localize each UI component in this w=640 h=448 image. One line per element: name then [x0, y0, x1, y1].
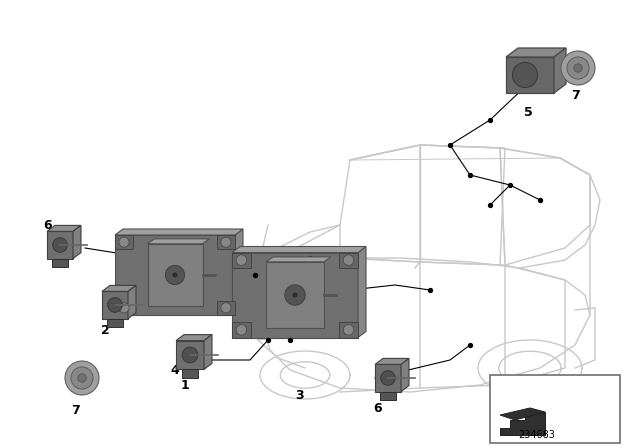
Bar: [490, 375, 620, 443]
Text: 4: 4: [171, 363, 179, 376]
Bar: [176, 340, 204, 370]
Circle shape: [52, 238, 67, 252]
Bar: [102, 291, 128, 319]
Point: [285, 336, 295, 344]
Circle shape: [77, 374, 86, 382]
Polygon shape: [102, 285, 136, 291]
Polygon shape: [232, 253, 251, 268]
Circle shape: [119, 237, 129, 247]
Bar: [182, 370, 198, 379]
Text: 6: 6: [374, 401, 382, 414]
Polygon shape: [339, 253, 358, 268]
Point: [485, 202, 495, 209]
Circle shape: [573, 64, 582, 72]
Polygon shape: [147, 239, 209, 244]
Polygon shape: [500, 408, 545, 420]
Circle shape: [236, 324, 247, 335]
Bar: [375, 364, 401, 392]
Circle shape: [567, 57, 589, 79]
Circle shape: [343, 324, 354, 335]
Polygon shape: [554, 48, 566, 93]
Point: [465, 172, 475, 179]
Circle shape: [236, 255, 247, 266]
Circle shape: [119, 303, 129, 313]
Circle shape: [293, 293, 297, 297]
Polygon shape: [217, 301, 235, 315]
Polygon shape: [266, 257, 331, 262]
Circle shape: [65, 361, 99, 395]
Polygon shape: [115, 235, 133, 250]
Text: 7: 7: [70, 404, 79, 417]
Polygon shape: [506, 48, 566, 57]
Circle shape: [182, 347, 198, 363]
Point: [425, 286, 435, 293]
Circle shape: [381, 371, 396, 385]
Polygon shape: [217, 235, 235, 250]
Polygon shape: [232, 322, 251, 337]
Polygon shape: [204, 335, 212, 370]
Polygon shape: [500, 412, 545, 435]
Polygon shape: [115, 301, 133, 315]
Text: 3: 3: [296, 388, 304, 401]
Bar: [52, 258, 68, 267]
Text: 7: 7: [571, 89, 579, 102]
Polygon shape: [232, 253, 358, 337]
Polygon shape: [147, 244, 202, 306]
Text: 2: 2: [100, 323, 109, 336]
Bar: [108, 319, 123, 327]
Point: [445, 142, 455, 149]
Circle shape: [165, 265, 184, 284]
Polygon shape: [73, 225, 81, 258]
Circle shape: [221, 303, 231, 313]
Circle shape: [221, 237, 231, 247]
Point: [250, 271, 260, 279]
Polygon shape: [115, 235, 235, 315]
Circle shape: [173, 273, 177, 277]
Text: 6: 6: [44, 219, 52, 232]
Point: [535, 196, 545, 203]
Bar: [47, 232, 73, 258]
Text: 234683: 234683: [518, 430, 555, 440]
Polygon shape: [375, 358, 409, 364]
Polygon shape: [176, 335, 212, 340]
Polygon shape: [235, 229, 243, 315]
Bar: [380, 392, 396, 400]
Polygon shape: [115, 229, 243, 235]
Polygon shape: [401, 358, 409, 392]
Point: [535, 196, 545, 203]
Point: [485, 116, 495, 124]
Polygon shape: [232, 246, 366, 253]
Polygon shape: [266, 262, 324, 328]
Point: [505, 181, 515, 189]
Polygon shape: [128, 285, 136, 319]
Circle shape: [561, 51, 595, 85]
Circle shape: [108, 298, 122, 312]
Circle shape: [71, 367, 93, 389]
Point: [305, 254, 315, 262]
Polygon shape: [358, 246, 366, 337]
Text: 1: 1: [180, 379, 189, 392]
Point: [263, 336, 273, 344]
Circle shape: [285, 285, 305, 305]
Circle shape: [343, 255, 354, 266]
Point: [465, 341, 475, 349]
Bar: [506, 57, 554, 93]
Polygon shape: [47, 225, 81, 232]
Polygon shape: [339, 322, 358, 337]
Text: 5: 5: [524, 105, 532, 119]
Circle shape: [513, 62, 538, 88]
